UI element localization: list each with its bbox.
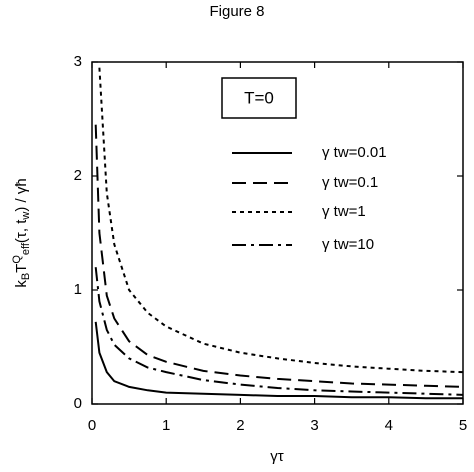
legend-label: γ tw=10 [322,236,374,253]
annotation: T=0 [244,88,274,107]
y-tick-label: 2 [74,167,82,184]
plot-frame [91,61,464,405]
y-axis-label-part: ) / γħ [13,178,30,211]
y-tick-label: 3 [74,53,82,70]
legend-label: γ tw=0.01 [322,144,387,161]
legend-label: γ tw=0.1 [322,174,378,191]
y-axis-label-part: w [20,212,32,221]
y-axis-label-part: Q [11,255,23,264]
x-tick-label: 2 [236,417,244,434]
annotation-box [221,77,297,119]
y-axis-label-part: (τ, t [13,219,30,243]
x-tick-label: 3 [310,417,318,434]
x-tick-label: 4 [385,417,393,434]
y-axis-label-part: k [13,280,30,288]
y-axis-label-part: eff [20,242,32,255]
legend-label: γ tw=1 [322,203,366,220]
x-tick-label: 5 [459,417,467,434]
y-axis-label-part: T [13,264,30,273]
series-line [94,267,464,396]
y-axis-label-part: B [20,273,32,280]
y-tick-label: 1 [74,281,82,298]
chart-title: Figure 8 [209,3,264,20]
series-line [98,67,464,374]
y-tick-label: 0 [74,395,82,412]
x-axis-label: γτ [270,448,284,465]
y-axis-label: kBTQeff(τ, tw) / γħ [11,178,32,287]
series-line [94,321,463,400]
x-tick-label: 1 [162,417,170,434]
series-line [94,124,464,388]
x-tick-label: 0 [88,417,96,434]
